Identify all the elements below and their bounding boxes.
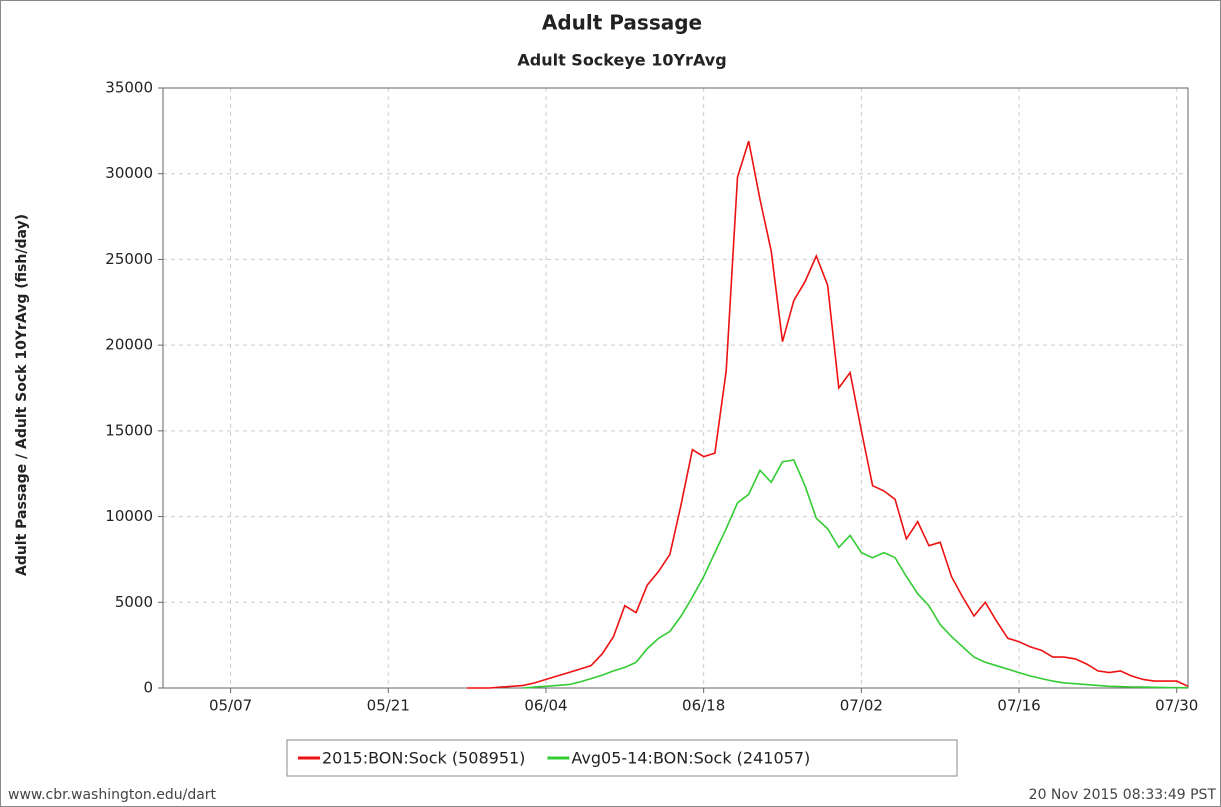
x-tick-label: 05/21	[367, 697, 410, 715]
plot-border	[162, 87, 1189, 689]
y-tick-label: 25000	[105, 250, 153, 268]
legend-label: 2015:BON:Sock (508951)	[322, 749, 525, 768]
chart-subtitle: Adult Sockeye 10YrAvg	[517, 51, 726, 70]
y-tick-label: 30000	[105, 164, 153, 182]
chart-title: Adult Passage	[542, 11, 702, 35]
x-tick-label: 05/07	[209, 697, 252, 715]
x-tick-label: 06/04	[524, 697, 567, 715]
legend-label: Avg05-14:BON:Sock (241057)	[571, 749, 810, 768]
legend-box	[286, 739, 958, 777]
y-tick-label: 0	[143, 679, 153, 697]
y-axis-label: Adult Passage / Adult Sock 10YrAvg (fish…	[14, 214, 30, 576]
x-tick-label: 07/16	[997, 697, 1040, 715]
footer-left: www.cbr.washington.edu/dart	[8, 787, 217, 803]
y-tick-label: 15000	[105, 421, 153, 439]
y-tick-label: 35000	[105, 79, 153, 97]
footer-right: 20 Nov 2015 08:33:49 PST	[1029, 787, 1217, 803]
y-tick-label: 5000	[115, 593, 153, 611]
y-tick-label: 20000	[105, 336, 153, 354]
x-tick-label: 07/02	[840, 697, 883, 715]
y-tick-label: 10000	[105, 507, 153, 525]
x-tick-label: 07/30	[1155, 697, 1198, 715]
series-line	[467, 140, 1189, 689]
series-line	[523, 459, 1189, 689]
x-tick-label: 06/18	[682, 697, 725, 715]
plot-area	[163, 88, 1188, 688]
